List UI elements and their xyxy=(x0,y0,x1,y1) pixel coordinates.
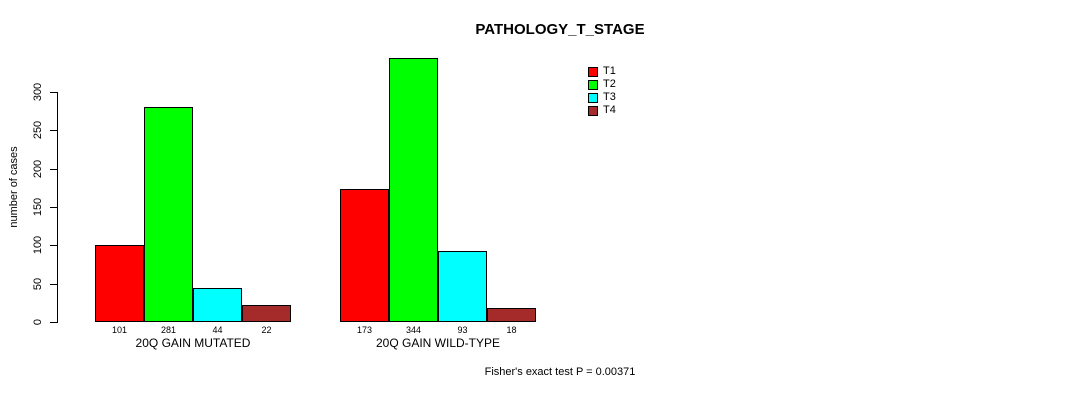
x-category-label: 20Q GAIN MUTATED xyxy=(135,336,251,350)
legend-label: T4 xyxy=(603,104,616,116)
bar-t4-1 xyxy=(487,308,536,322)
y-axis-line xyxy=(57,92,58,323)
y-tick-label: 200 xyxy=(32,159,44,179)
legend-label: T3 xyxy=(603,91,616,103)
y-tick-label: 300 xyxy=(32,82,44,102)
bar-t1-1 xyxy=(340,189,389,322)
y-tick-label: 100 xyxy=(32,235,44,255)
y-tick-label: 0 xyxy=(32,318,44,326)
annotation-text: Fisher's exact test P = 0.00371 xyxy=(484,366,636,378)
legend-swatch-t4 xyxy=(588,106,598,116)
bar-value-label: 281 xyxy=(160,325,177,335)
bar-value-label: 44 xyxy=(212,325,223,335)
bar-t3-0 xyxy=(193,288,242,322)
y-tick xyxy=(50,92,57,93)
y-tick xyxy=(50,130,57,131)
bar-t4-0 xyxy=(242,305,291,322)
bar-t2-1 xyxy=(389,58,438,322)
legend-swatch-t1 xyxy=(588,67,598,77)
bar-t1-0 xyxy=(95,245,144,322)
legend-swatch-t3 xyxy=(588,93,598,103)
bar-value-label: 101 xyxy=(111,325,128,335)
y-tick-label: 50 xyxy=(32,277,44,291)
bar-t2-0 xyxy=(144,107,193,322)
x-category-label: 20Q GAIN WILD-TYPE xyxy=(375,336,501,350)
bar-value-label: 22 xyxy=(261,325,272,335)
y-tick xyxy=(50,169,57,170)
y-tick-label: 250 xyxy=(32,120,44,140)
y-tick xyxy=(50,322,57,323)
y-tick xyxy=(50,207,57,208)
y-tick-label: 150 xyxy=(32,197,44,217)
bar-t3-1 xyxy=(438,251,487,322)
legend-label: T2 xyxy=(603,78,616,90)
y-tick xyxy=(50,284,57,285)
bar-value-label: 173 xyxy=(356,325,373,335)
y-axis-label: number of cases xyxy=(8,146,20,228)
chart-title: PATHOLOGY_T_STAGE xyxy=(475,21,645,38)
y-tick xyxy=(50,245,57,246)
bar-value-label: 93 xyxy=(457,325,468,335)
legend-label: T1 xyxy=(603,65,616,77)
bar-value-label: 344 xyxy=(405,325,422,335)
bar-value-label: 18 xyxy=(506,325,517,335)
legend-swatch-t2 xyxy=(588,80,598,90)
